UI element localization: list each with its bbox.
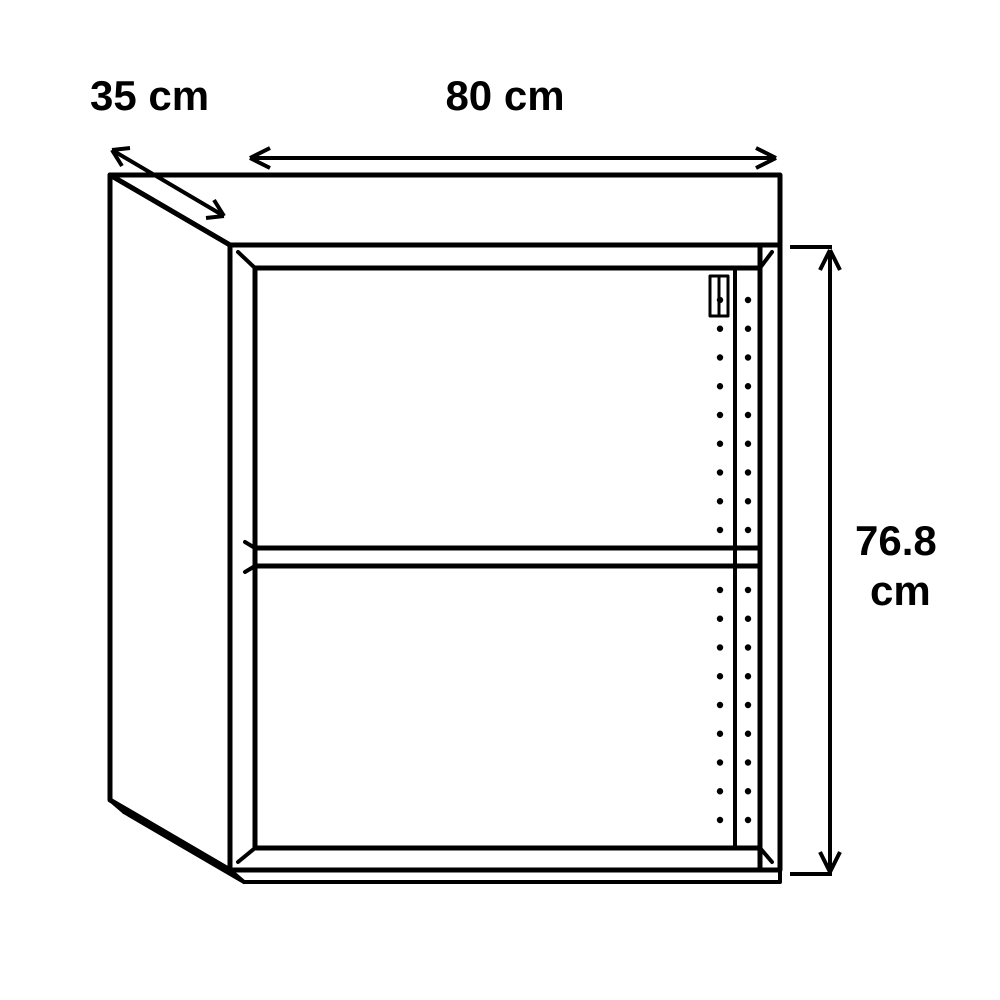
dimension-height: 76.8 cm [790, 247, 937, 874]
mounting-bracket-icon [710, 276, 728, 316]
dimension-width: 80 cm [250, 72, 776, 168]
cabinet-dimension-diagram: 35 cm 80 cm 76.8 cm [0, 0, 1000, 1000]
width-label: 80 cm [445, 72, 564, 119]
height-label-unit: cm [870, 567, 931, 614]
cabinet-body [110, 175, 780, 882]
height-label-value: 76.8 [855, 517, 937, 564]
depth-label: 35 cm [90, 72, 209, 119]
